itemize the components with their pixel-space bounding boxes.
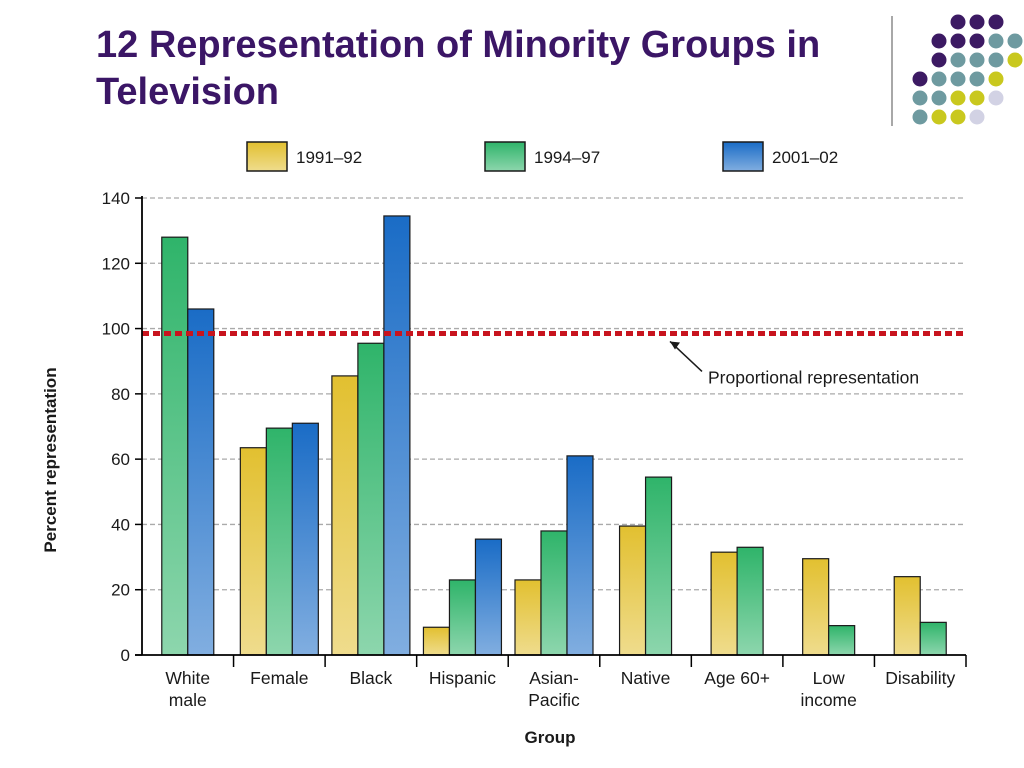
- y-tick-label: 40: [111, 515, 130, 534]
- x-tick-label: Disability: [885, 668, 955, 688]
- y-tick-label: 120: [102, 254, 130, 273]
- x-tick-label: Hispanic: [429, 668, 496, 688]
- legend-swatch: [484, 141, 526, 172]
- y-axis-title: Percent representation: [41, 367, 60, 552]
- x-tick-label: White: [165, 668, 210, 688]
- x-tick-label: Black: [349, 668, 392, 688]
- bar: [187, 308, 215, 656]
- bar: [161, 236, 189, 656]
- y-tick-label: 80: [111, 385, 130, 404]
- y-tick-label: 100: [102, 320, 130, 339]
- legend: 1991–92 1994–97 2001–02: [246, 141, 838, 172]
- slide-title-line-2: Television: [96, 71, 280, 113]
- bar: [644, 476, 673, 656]
- bar: [448, 579, 477, 656]
- bar: [919, 621, 947, 656]
- reference-line-group: Proportional representation: [142, 330, 966, 387]
- legend-label: 1994–97: [534, 148, 600, 167]
- bar: [710, 551, 738, 656]
- x-tick-label: Female: [250, 668, 308, 688]
- bar: [357, 342, 385, 656]
- bar: [618, 525, 647, 656]
- y-tick-label: 0: [121, 646, 130, 665]
- legend-swatch: [722, 141, 764, 172]
- bar: [291, 422, 319, 656]
- bar: [383, 215, 411, 656]
- y-tick-label: 140: [102, 189, 130, 208]
- legend-label: 1991–92: [296, 148, 362, 167]
- bar: [422, 626, 451, 656]
- reference-line-label: Proportional representation: [708, 367, 919, 387]
- legend-swatch: [246, 141, 288, 172]
- bar: [331, 375, 359, 656]
- x-tick-label: Age 60+: [704, 668, 770, 688]
- bar: [239, 447, 267, 656]
- x-tick-label: Native: [621, 668, 671, 688]
- x-tick-label: Low: [813, 668, 845, 688]
- bar: [540, 530, 568, 656]
- y-tick-label: 60: [111, 450, 130, 469]
- x-axis-title: Group: [525, 728, 576, 747]
- bar: [514, 579, 542, 656]
- x-tick-label: income: [800, 690, 856, 710]
- slide-title-line-1: 12 Representation of Minority Groups in: [96, 24, 821, 66]
- x-tick-label: Asian-: [529, 668, 579, 688]
- legend-label: 2001–02: [772, 148, 838, 167]
- bar: [566, 455, 594, 656]
- y-tick-label: 20: [111, 581, 130, 600]
- bar: [828, 625, 856, 656]
- bar: [802, 558, 830, 656]
- bar: [893, 576, 921, 656]
- x-tick-label: male: [169, 690, 207, 710]
- bar: [265, 427, 293, 656]
- bar: [736, 546, 764, 656]
- x-tick-label: Pacific: [528, 690, 580, 710]
- annotation-arrow-head: [670, 341, 680, 350]
- bars: [161, 215, 947, 656]
- slide-title: 12 Representation of Minority Groups in …: [96, 22, 916, 116]
- bar: [474, 538, 503, 656]
